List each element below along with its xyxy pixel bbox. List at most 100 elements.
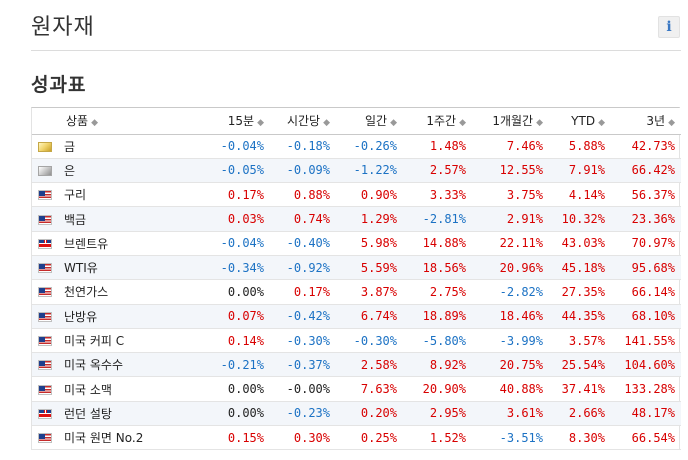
- commodity-cell[interactable]: 미국 커피 C: [32, 328, 192, 354]
- column-header-label: 3년: [646, 114, 666, 129]
- section-title: 성과표: [31, 74, 87, 96]
- column-header-1[interactable]: 15분 ◆: [192, 108, 270, 135]
- column-header-5[interactable]: 1개월간 ◆: [472, 108, 549, 135]
- table-row[interactable]: 천연가스 0.00% 0.17% 3.87% 2.75% -2.82% 27.35% 66.1…: [32, 279, 681, 305]
- silver-icon: [38, 165, 52, 176]
- value-cell: 66.14%: [611, 279, 681, 305]
- commodity-cell[interactable]: 런던 설탕: [32, 401, 192, 427]
- table-row[interactable]: 브렌트유 -0.04% -0.40% 5.98% 14.88% 22.11% 43.03% 7…: [32, 231, 681, 256]
- value-cell: -0.23%: [270, 401, 336, 427]
- us-flag-icon: [38, 336, 52, 347]
- value-cell: -1.22%: [336, 158, 403, 184]
- commodity-cell[interactable]: 금: [32, 134, 192, 159]
- value-cell: 7.91%: [549, 158, 611, 184]
- column-header-label: 일간: [364, 114, 388, 129]
- value-cell: 4.14%: [549, 182, 611, 208]
- table-row[interactable]: 구리 0.17% 0.88% 0.90% 3.33% 3.75% 4.14% 56.37%: [32, 182, 681, 208]
- commodity-name-link[interactable]: 난방유: [64, 309, 98, 324]
- table-row[interactable]: 금 -0.04% -0.18% -0.26% 1.48% 7.46% 5.88% 42.73%: [32, 134, 681, 159]
- commodity-cell[interactable]: 난방유: [32, 304, 192, 329]
- commodity-cell[interactable]: 구리: [32, 182, 192, 208]
- commodity-cell[interactable]: 백금: [32, 206, 192, 232]
- table-header-row: 상품 ◆ 15분 ◆ 시간당 ◆ 일간 ◆ 1주간 ◆ 1개월간 ◆ YTD ◆ 3년 ◆: [32, 108, 681, 135]
- value-cell: -0.04%: [192, 134, 270, 159]
- value-cell: -5.80%: [403, 328, 472, 354]
- value-cell: 5.59%: [336, 255, 403, 281]
- value-cell: 3.61%: [472, 401, 549, 427]
- column-header-4[interactable]: 1주간 ◆: [403, 108, 472, 135]
- table-row[interactable]: WTI유 -0.34% -0.92% 5.59% 18.56% 20.96% 45.18% 9…: [32, 255, 681, 281]
- table-row[interactable]: 미국 원면 No.2 0.15% 0.30% 0.25% 1.52% -3.51% 8.30…: [32, 425, 681, 451]
- table-body: 금 -0.04% -0.18% -0.26% 1.48% 7.46% 5.88% 42.73%…: [32, 134, 681, 451]
- value-cell: 23.36%: [611, 206, 681, 232]
- column-header-label: 1주간: [426, 114, 457, 129]
- commodity-cell[interactable]: WTI유: [32, 255, 192, 281]
- value-cell: -0.09%: [270, 158, 336, 184]
- value-cell: 0.88%: [270, 182, 336, 208]
- value-cell: 2.57%: [403, 158, 472, 184]
- value-cell: 0.25%: [336, 425, 403, 451]
- table-row[interactable]: 런던 설탕 0.00% -0.23% 0.20% 2.95% 3.61% 2.66% 48.1…: [32, 401, 681, 427]
- commodity-cell[interactable]: 천연가스: [32, 279, 192, 305]
- info-icon[interactable]: i: [658, 16, 680, 38]
- sort-icon[interactable]: ◆: [668, 118, 675, 129]
- value-cell: 3.87%: [336, 279, 403, 305]
- table-row[interactable]: 미국 소맥 0.00% -0.00% 7.63% 20.90% 40.88% 37.41% 1…: [32, 376, 681, 402]
- column-header-2[interactable]: 시간당 ◆: [270, 108, 336, 135]
- commodity-name-link[interactable]: 금: [64, 139, 76, 154]
- commodity-name-link[interactable]: 구리: [64, 188, 87, 203]
- value-cell: 0.17%: [270, 279, 336, 305]
- sort-icon[interactable]: ◆: [390, 118, 397, 129]
- commodity-name-link[interactable]: 런던 설탕: [64, 406, 112, 421]
- gold-icon: [38, 141, 52, 152]
- value-cell: -0.00%: [270, 376, 336, 402]
- column-header-label: YTD: [571, 113, 596, 128]
- value-cell: 18.46%: [472, 304, 549, 329]
- commodity-name-link[interactable]: WTI유: [64, 261, 98, 276]
- sort-icon[interactable]: ◆: [323, 118, 330, 129]
- sort-icon[interactable]: ◆: [536, 118, 543, 129]
- value-cell: 20.75%: [472, 352, 549, 378]
- commodity-name-link[interactable]: 은: [64, 163, 76, 178]
- value-cell: 5.88%: [549, 134, 611, 159]
- value-cell: 133.28%: [611, 376, 681, 402]
- value-cell: -0.30%: [270, 328, 336, 354]
- commodity-cell[interactable]: 브렌트유: [32, 231, 192, 256]
- commodity-name-link[interactable]: 미국 원면 No.2: [64, 431, 144, 446]
- value-cell: -0.92%: [270, 255, 336, 281]
- value-cell: -0.37%: [270, 352, 336, 378]
- column-header-7[interactable]: 3년 ◆: [611, 108, 681, 135]
- commodity-cell[interactable]: 미국 소맥: [32, 376, 192, 402]
- sort-icon[interactable]: ◆: [459, 118, 466, 129]
- sort-icon[interactable]: ◆: [91, 118, 99, 129]
- commodity-name-link[interactable]: 백금: [64, 212, 87, 227]
- table-row[interactable]: 난방유 0.07% -0.42% 6.74% 18.89% 18.46% 44.35% 68.…: [32, 304, 681, 329]
- table-row[interactable]: 미국 커피 C 0.14% -0.30% -0.30% -5.80% -3.99% 3.57…: [32, 328, 681, 354]
- commodity-name-link[interactable]: 미국 옥수수: [64, 358, 124, 373]
- commodity-name-link[interactable]: 브렌트유: [64, 236, 109, 251]
- table-row[interactable]: 미국 옥수수 -0.21% -0.37% 2.58% 8.92% 20.75% 25.54%…: [32, 352, 681, 378]
- commodity-cell[interactable]: 은: [32, 158, 192, 184]
- value-cell: 37.41%: [549, 376, 611, 402]
- commodity-name-link[interactable]: 천연가스: [64, 285, 109, 300]
- us-flag-icon: [38, 214, 52, 225]
- value-cell: 0.74%: [270, 206, 336, 232]
- table-row[interactable]: 은 -0.05% -0.09% -1.22% 2.57% 12.55% 7.91% 66.42…: [32, 158, 681, 184]
- us-flag-icon: [38, 433, 52, 444]
- value-cell: 20.90%: [403, 376, 472, 402]
- commodity-name-link[interactable]: 미국 소맥: [64, 382, 112, 397]
- table-row[interactable]: 백금 0.03% 0.74% 1.29% -2.81% 2.91% 10.32% 23.36%: [32, 206, 681, 232]
- commodity-cell[interactable]: 미국 옥수수: [32, 352, 192, 378]
- column-header-6[interactable]: YTD ◆: [549, 108, 611, 135]
- column-header-0[interactable]: 상품 ◆: [32, 108, 192, 135]
- value-cell: 1.48%: [403, 134, 472, 159]
- commodity-name-link[interactable]: 미국 커피 C: [64, 334, 125, 349]
- value-cell: 14.88%: [403, 231, 472, 256]
- value-cell: 7.46%: [472, 134, 549, 159]
- column-header-3[interactable]: 일간 ◆: [336, 108, 403, 135]
- sort-icon[interactable]: ◆: [598, 117, 605, 128]
- sort-icon[interactable]: ◆: [257, 118, 264, 129]
- value-cell: 2.95%: [403, 401, 472, 427]
- us-flag-icon: [38, 311, 52, 322]
- commodity-cell[interactable]: 미국 원면 No.2: [32, 425, 192, 451]
